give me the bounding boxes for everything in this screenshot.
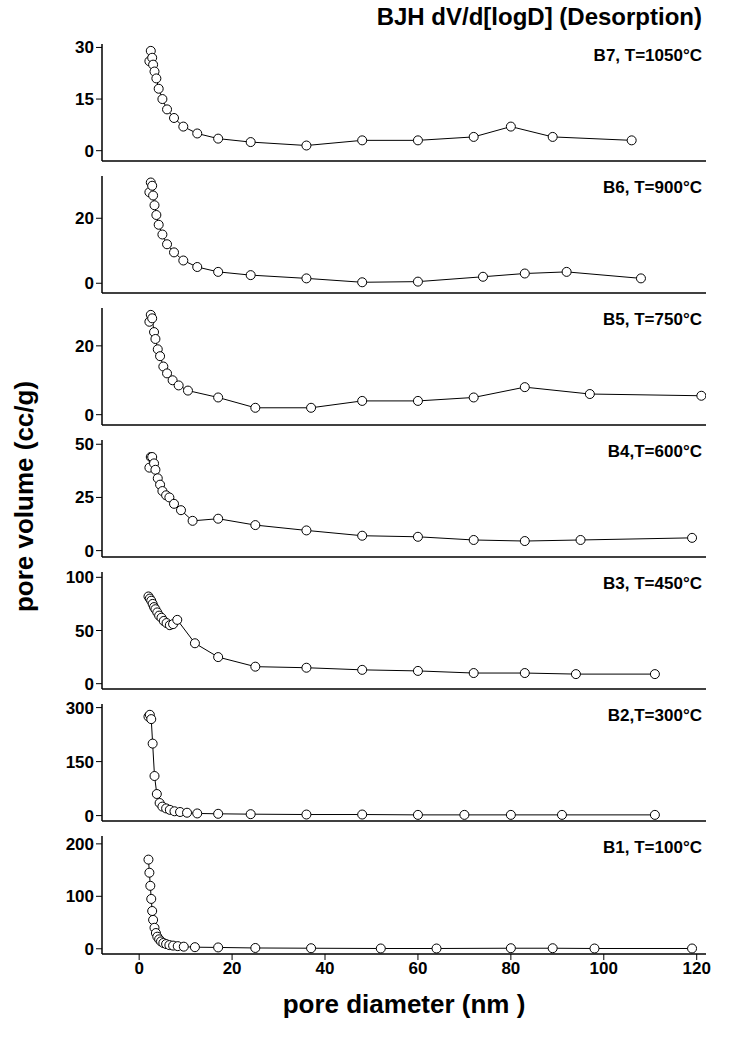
html-text:B7, T=1050°C: B7, T=1050°C (593, 46, 702, 65)
svg-text:0: 0 (85, 406, 94, 425)
svg-text:100: 100 (66, 887, 94, 906)
svg-text:80: 80 (501, 959, 520, 978)
svg-text:0: 0 (85, 807, 94, 826)
svg-text:50: 50 (75, 622, 94, 641)
html-text:B1, T=100°C: B1, T=100°C (603, 838, 702, 857)
html-text:pore volume (cc/g): pore volume (cc/g) (9, 380, 40, 612)
html-text:B6, T=900°C: B6, T=900°C (603, 178, 702, 197)
svg-text:0: 0 (134, 959, 143, 978)
html-text:B5, T=750°C: B5, T=750°C (603, 310, 702, 329)
svg-text:100: 100 (590, 959, 618, 978)
svg-text:0: 0 (85, 142, 94, 161)
svg-text:300: 300 (66, 699, 94, 718)
html-text:BJH dV/d[logD] (Desorption): BJH dV/d[logD] (Desorption) (376, 3, 702, 30)
svg-text:60: 60 (408, 959, 427, 978)
svg-text:25: 25 (75, 488, 94, 507)
svg-text:120: 120 (683, 959, 711, 978)
svg-text:0: 0 (85, 940, 94, 959)
svg-text:40: 40 (316, 959, 335, 978)
svg-text:50: 50 (75, 435, 94, 454)
svg-text:30: 30 (75, 38, 94, 57)
svg-text:0: 0 (85, 542, 94, 561)
svg-text:15: 15 (75, 90, 94, 109)
html-text:pore diameter (nm ): pore diameter (nm ) (282, 989, 526, 1019)
svg-text:150: 150 (66, 753, 94, 772)
html-text:B3, T=450°C: B3, T=450°C (603, 574, 702, 593)
svg-text:0: 0 (85, 274, 94, 293)
svg-text:20: 20 (75, 209, 94, 228)
html-text:B2,T=300°C: B2,T=300°C (607, 706, 702, 725)
svg-text:0: 0 (85, 675, 94, 694)
svg-text:20: 20 (75, 337, 94, 356)
svg-text:200: 200 (66, 835, 94, 854)
svg-text:20: 20 (223, 959, 242, 978)
html-text:B4,T=600°C: B4,T=600°C (607, 442, 702, 461)
svg-text:100: 100 (66, 568, 94, 587)
